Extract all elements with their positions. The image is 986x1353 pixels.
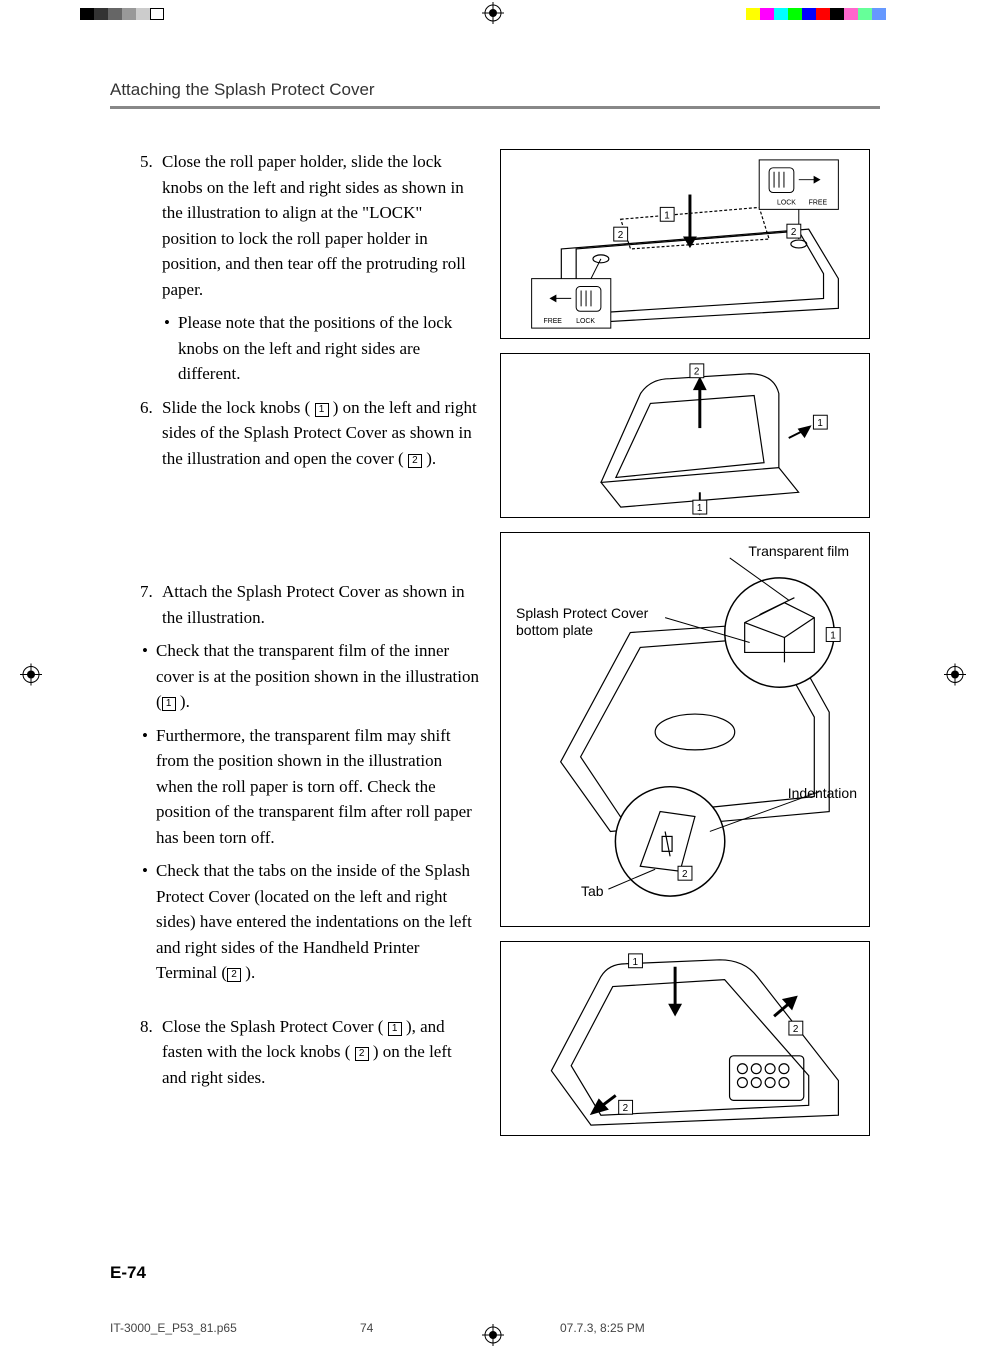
step-number: 5. xyxy=(140,149,153,175)
callout-box-icon: 1 xyxy=(162,697,176,711)
diagram-step-5: LOCK FREE FREE LOCK xyxy=(500,149,870,339)
registration-mark-icon xyxy=(20,663,42,690)
step-5-note: Please note that the positions of the lo… xyxy=(110,310,480,387)
callout-box-icon: 2 xyxy=(355,1047,369,1061)
svg-text:1: 1 xyxy=(830,630,836,641)
svg-text:LOCK: LOCK xyxy=(777,199,796,206)
svg-text:2: 2 xyxy=(623,1103,629,1114)
text-column: 5. Close the roll paper holder, slide th… xyxy=(110,149,480,1136)
svg-text:FREE: FREE xyxy=(809,199,828,206)
step-8: 8. Close the Splash Protect Cover ( 1 ),… xyxy=(110,1014,480,1091)
step-5: 5. Close the roll paper holder, slide th… xyxy=(110,149,480,302)
page-header: Attaching the Splash Protect Cover xyxy=(110,80,880,106)
step-7-bullet: Furthermore, the transparent film may sh… xyxy=(110,723,480,851)
svg-text:2: 2 xyxy=(694,367,699,378)
svg-text:FREE: FREE xyxy=(544,318,563,325)
page-number: E-74 xyxy=(110,1263,146,1283)
svg-text:2: 2 xyxy=(791,227,797,238)
label-tab: Tab xyxy=(581,883,604,899)
svg-text:1: 1 xyxy=(664,210,670,221)
step-6: 6. Slide the lock knobs ( 1 ) on the lef… xyxy=(110,395,480,472)
svg-text:2: 2 xyxy=(793,1024,799,1035)
callout-box-icon: 1 xyxy=(388,1022,402,1036)
step-text: Close the roll paper holder, slide the l… xyxy=(162,152,466,299)
step-number: 6. xyxy=(140,395,153,421)
header-rule xyxy=(110,106,880,109)
diagram-step-7: 1 2 Transparent film Splash Protect Cove… xyxy=(500,532,870,927)
diagram-column: LOCK FREE FREE LOCK xyxy=(500,149,870,1136)
diagram-step-6: 2 1 1 xyxy=(500,353,870,518)
step-number: 7. xyxy=(140,579,153,605)
footer: IT-3000_E_P53_81.p65 74 07.7.3, 8:25 PM xyxy=(110,1321,880,1335)
label-splash-plate: Splash Protect Cover bottom plate xyxy=(516,605,656,639)
svg-text:LOCK: LOCK xyxy=(576,318,595,325)
callout-box-icon: 2 xyxy=(227,968,241,982)
step-7-bullet: Check that the transparent film of the i… xyxy=(110,638,480,715)
label-transparent-film: Transparent film xyxy=(748,543,849,559)
step-7-bullet: Check that the tabs on the inside of the… xyxy=(110,858,480,986)
registration-mark-icon xyxy=(944,663,966,690)
diagram-step-8: 1 2 2 xyxy=(500,941,870,1136)
step-number: 8. xyxy=(140,1014,153,1040)
svg-text:1: 1 xyxy=(817,418,822,429)
footer-page: 74 xyxy=(360,1321,560,1335)
svg-text:1: 1 xyxy=(633,957,639,968)
callout-box-icon: 1 xyxy=(315,403,329,417)
step-7: 7. Attach the Splash Protect Cover as sh… xyxy=(110,579,480,630)
svg-text:2: 2 xyxy=(682,869,688,880)
step-text: Attach the Splash Protect Cover as shown… xyxy=(162,582,465,627)
registration-mark-icon xyxy=(482,2,504,29)
svg-text:1: 1 xyxy=(697,503,702,514)
svg-text:2: 2 xyxy=(618,230,624,241)
label-indentation: Indentation xyxy=(788,785,857,801)
footer-date: 07.7.3, 8:25 PM xyxy=(560,1321,880,1335)
footer-filename: IT-3000_E_P53_81.p65 xyxy=(110,1321,360,1335)
callout-box-icon: 2 xyxy=(408,454,422,468)
